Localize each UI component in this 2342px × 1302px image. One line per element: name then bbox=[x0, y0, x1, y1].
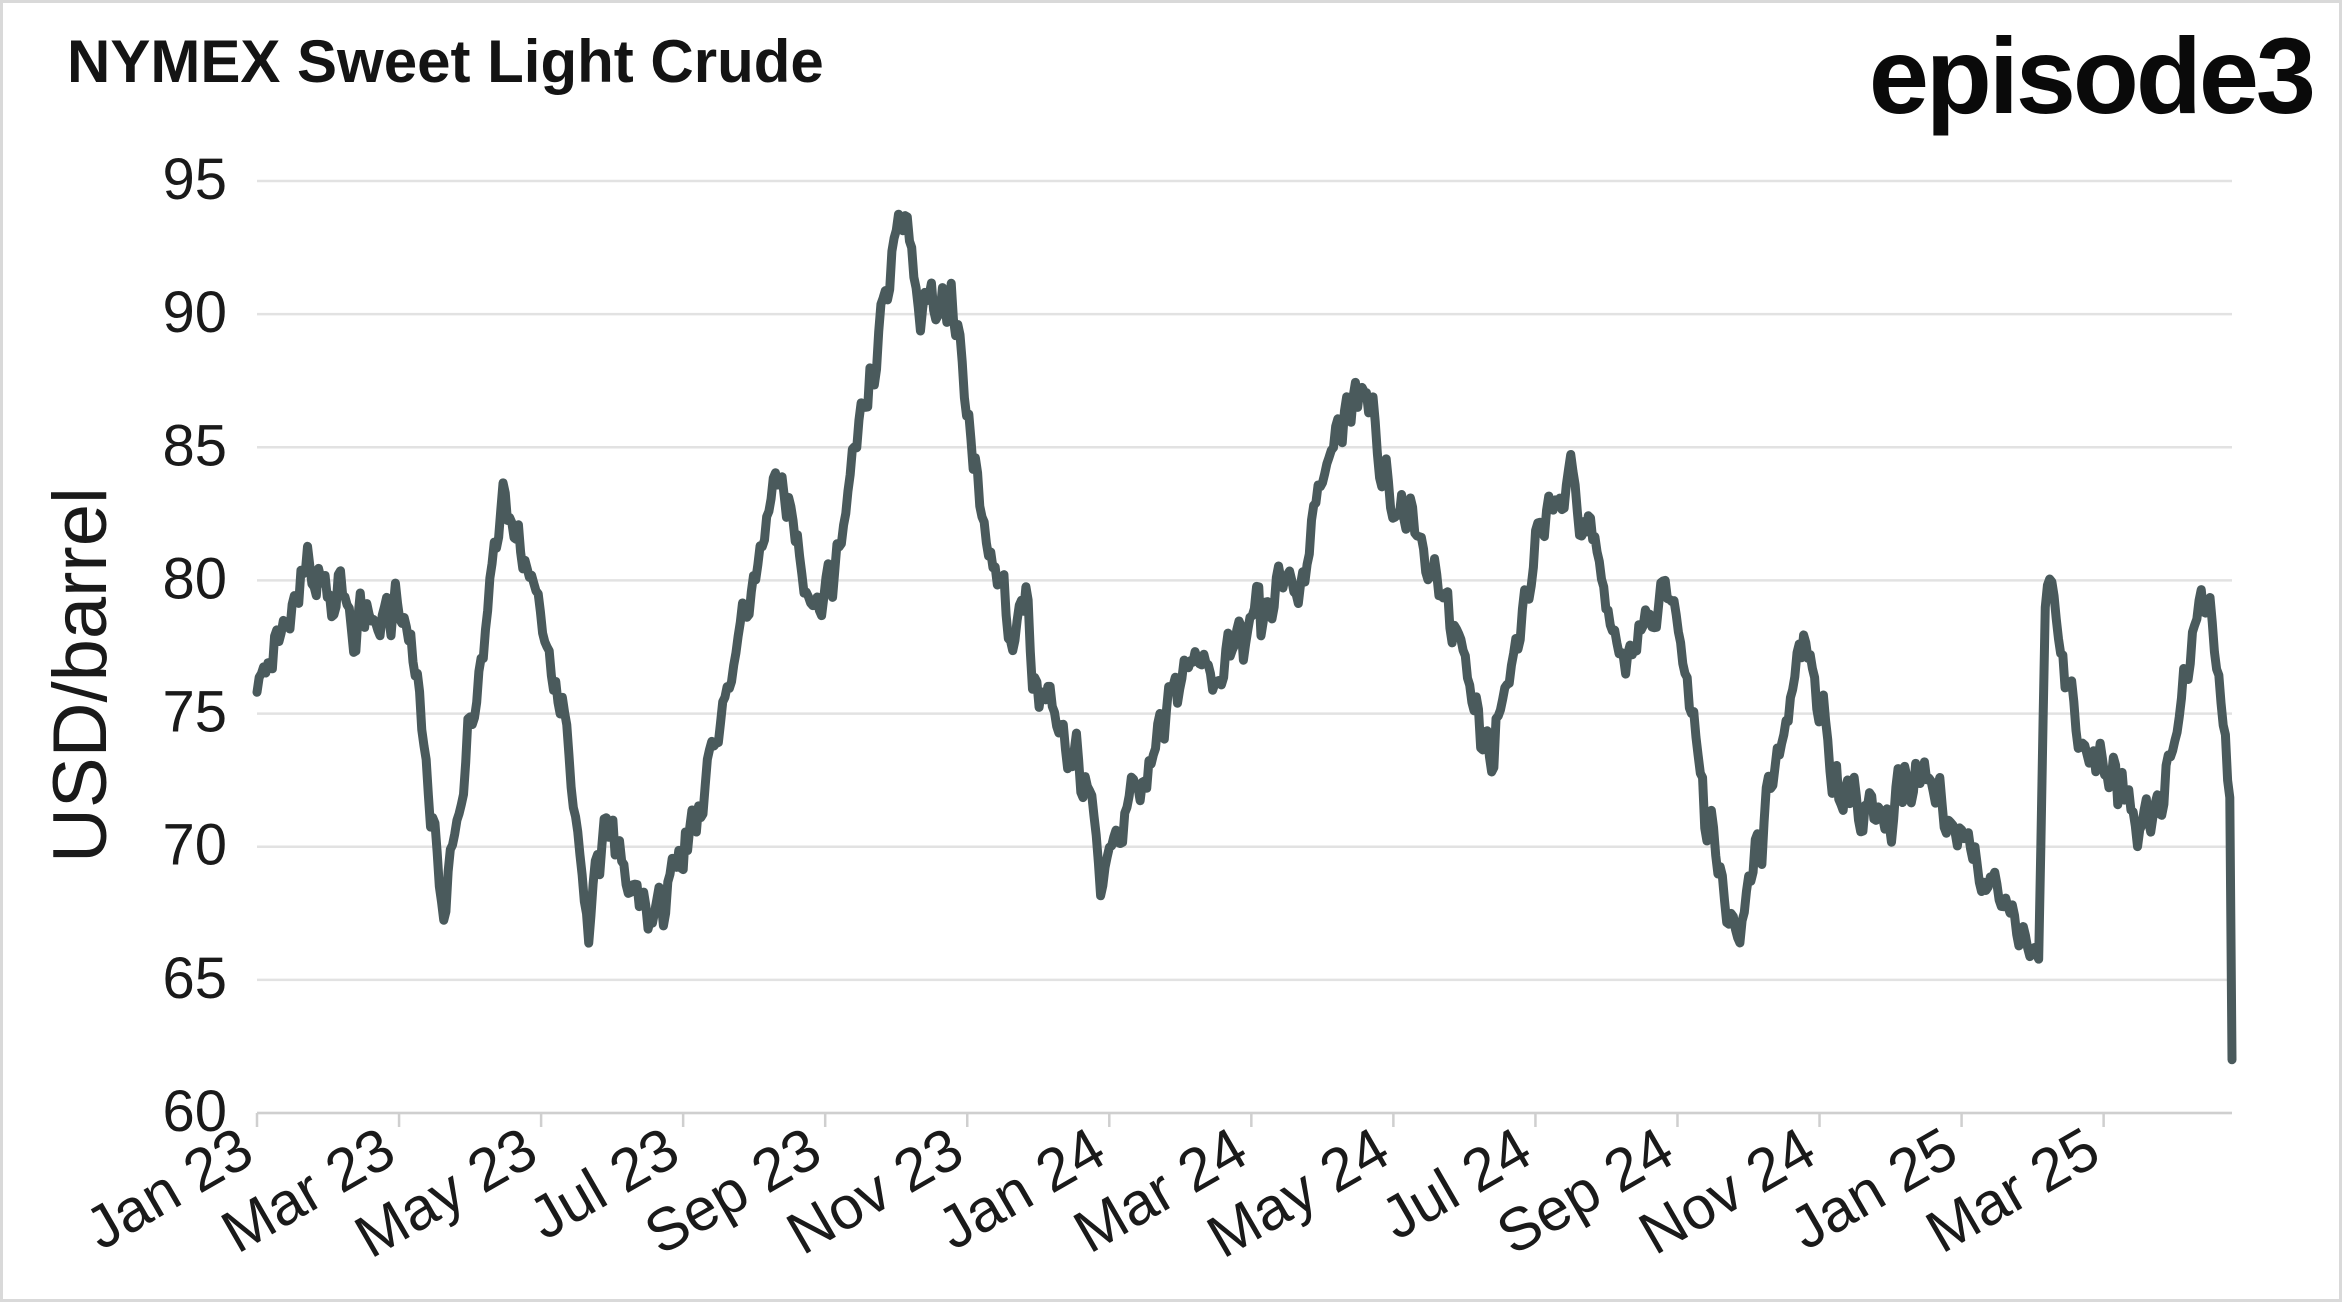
svg-text:70: 70 bbox=[162, 813, 227, 878]
svg-text:90: 90 bbox=[162, 280, 227, 345]
svg-text:75: 75 bbox=[162, 680, 227, 745]
svg-text:85: 85 bbox=[162, 413, 227, 478]
svg-text:80: 80 bbox=[162, 546, 227, 611]
svg-text:65: 65 bbox=[162, 946, 227, 1011]
svg-text:95: 95 bbox=[162, 147, 227, 212]
